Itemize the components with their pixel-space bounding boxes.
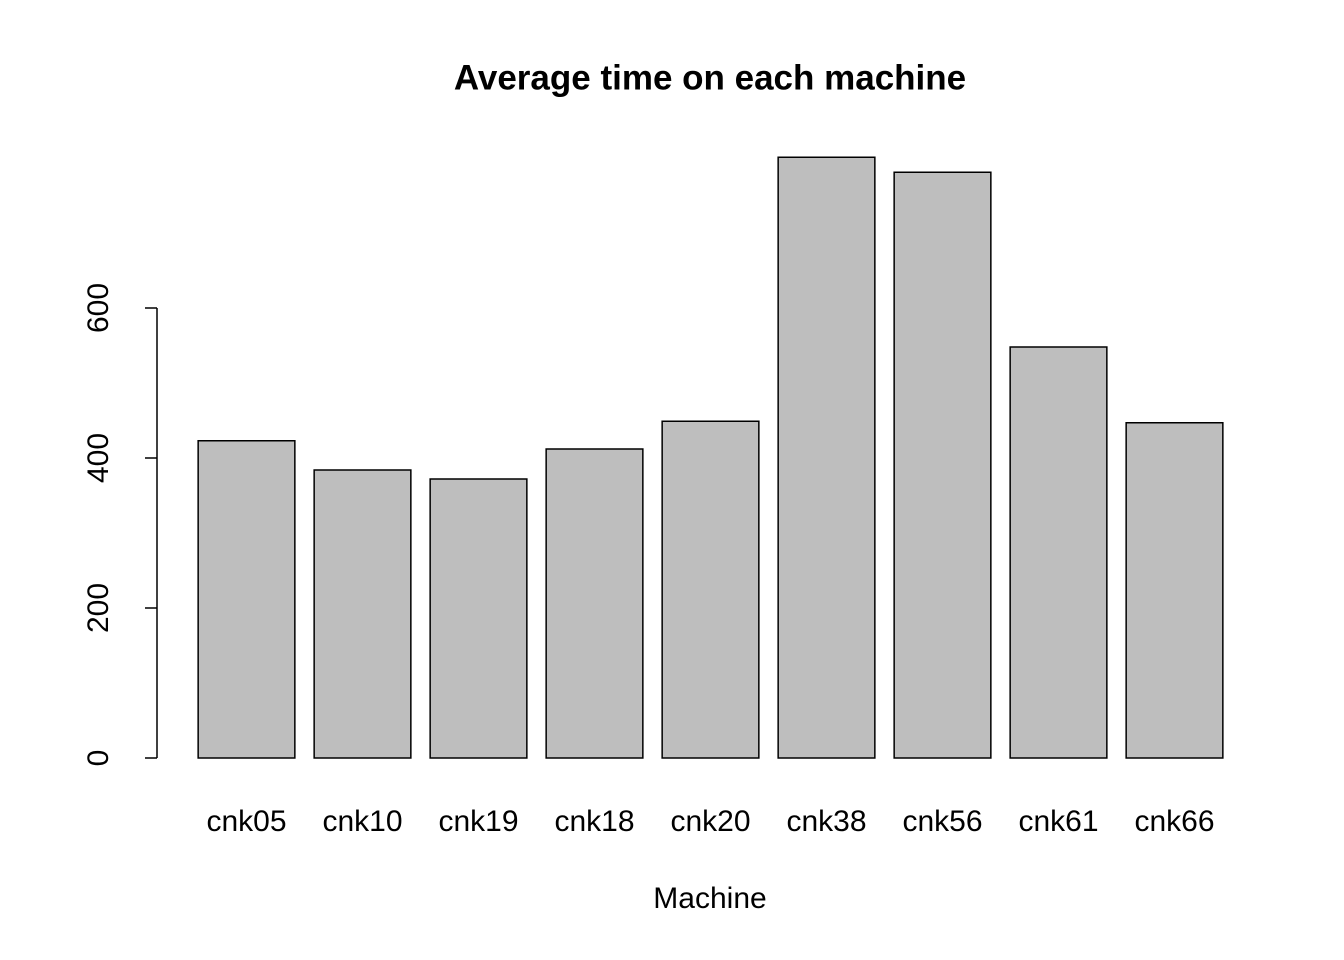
x-tick-label: cnk56: [902, 805, 982, 838]
y-tick-label: 0: [82, 750, 115, 767]
bar: [777, 156, 876, 759]
x-tick-label: cnk38: [786, 805, 866, 838]
x-tick-label: cnk20: [670, 805, 750, 838]
x-axis-label: Machine: [653, 882, 766, 915]
bar: [197, 440, 296, 759]
bar: [429, 478, 528, 759]
x-tick-label: cnk61: [1018, 805, 1098, 838]
bar: [313, 469, 412, 759]
bar: [1125, 422, 1224, 759]
chart-title: Average time on each machine: [454, 58, 966, 97]
x-tick-label: cnk66: [1134, 805, 1214, 838]
x-tick-label: cnk19: [438, 805, 518, 838]
y-tick-label: 200: [82, 583, 115, 633]
y-tick-label: 600: [82, 283, 115, 333]
bar: [1009, 346, 1108, 759]
x-tick-label: cnk05: [206, 805, 286, 838]
bar: [545, 448, 644, 759]
y-tick-label: 400: [82, 433, 115, 483]
x-tick-label: cnk10: [322, 805, 402, 838]
bar: [893, 171, 992, 759]
bar: [661, 420, 760, 759]
x-tick-label: cnk18: [554, 805, 634, 838]
